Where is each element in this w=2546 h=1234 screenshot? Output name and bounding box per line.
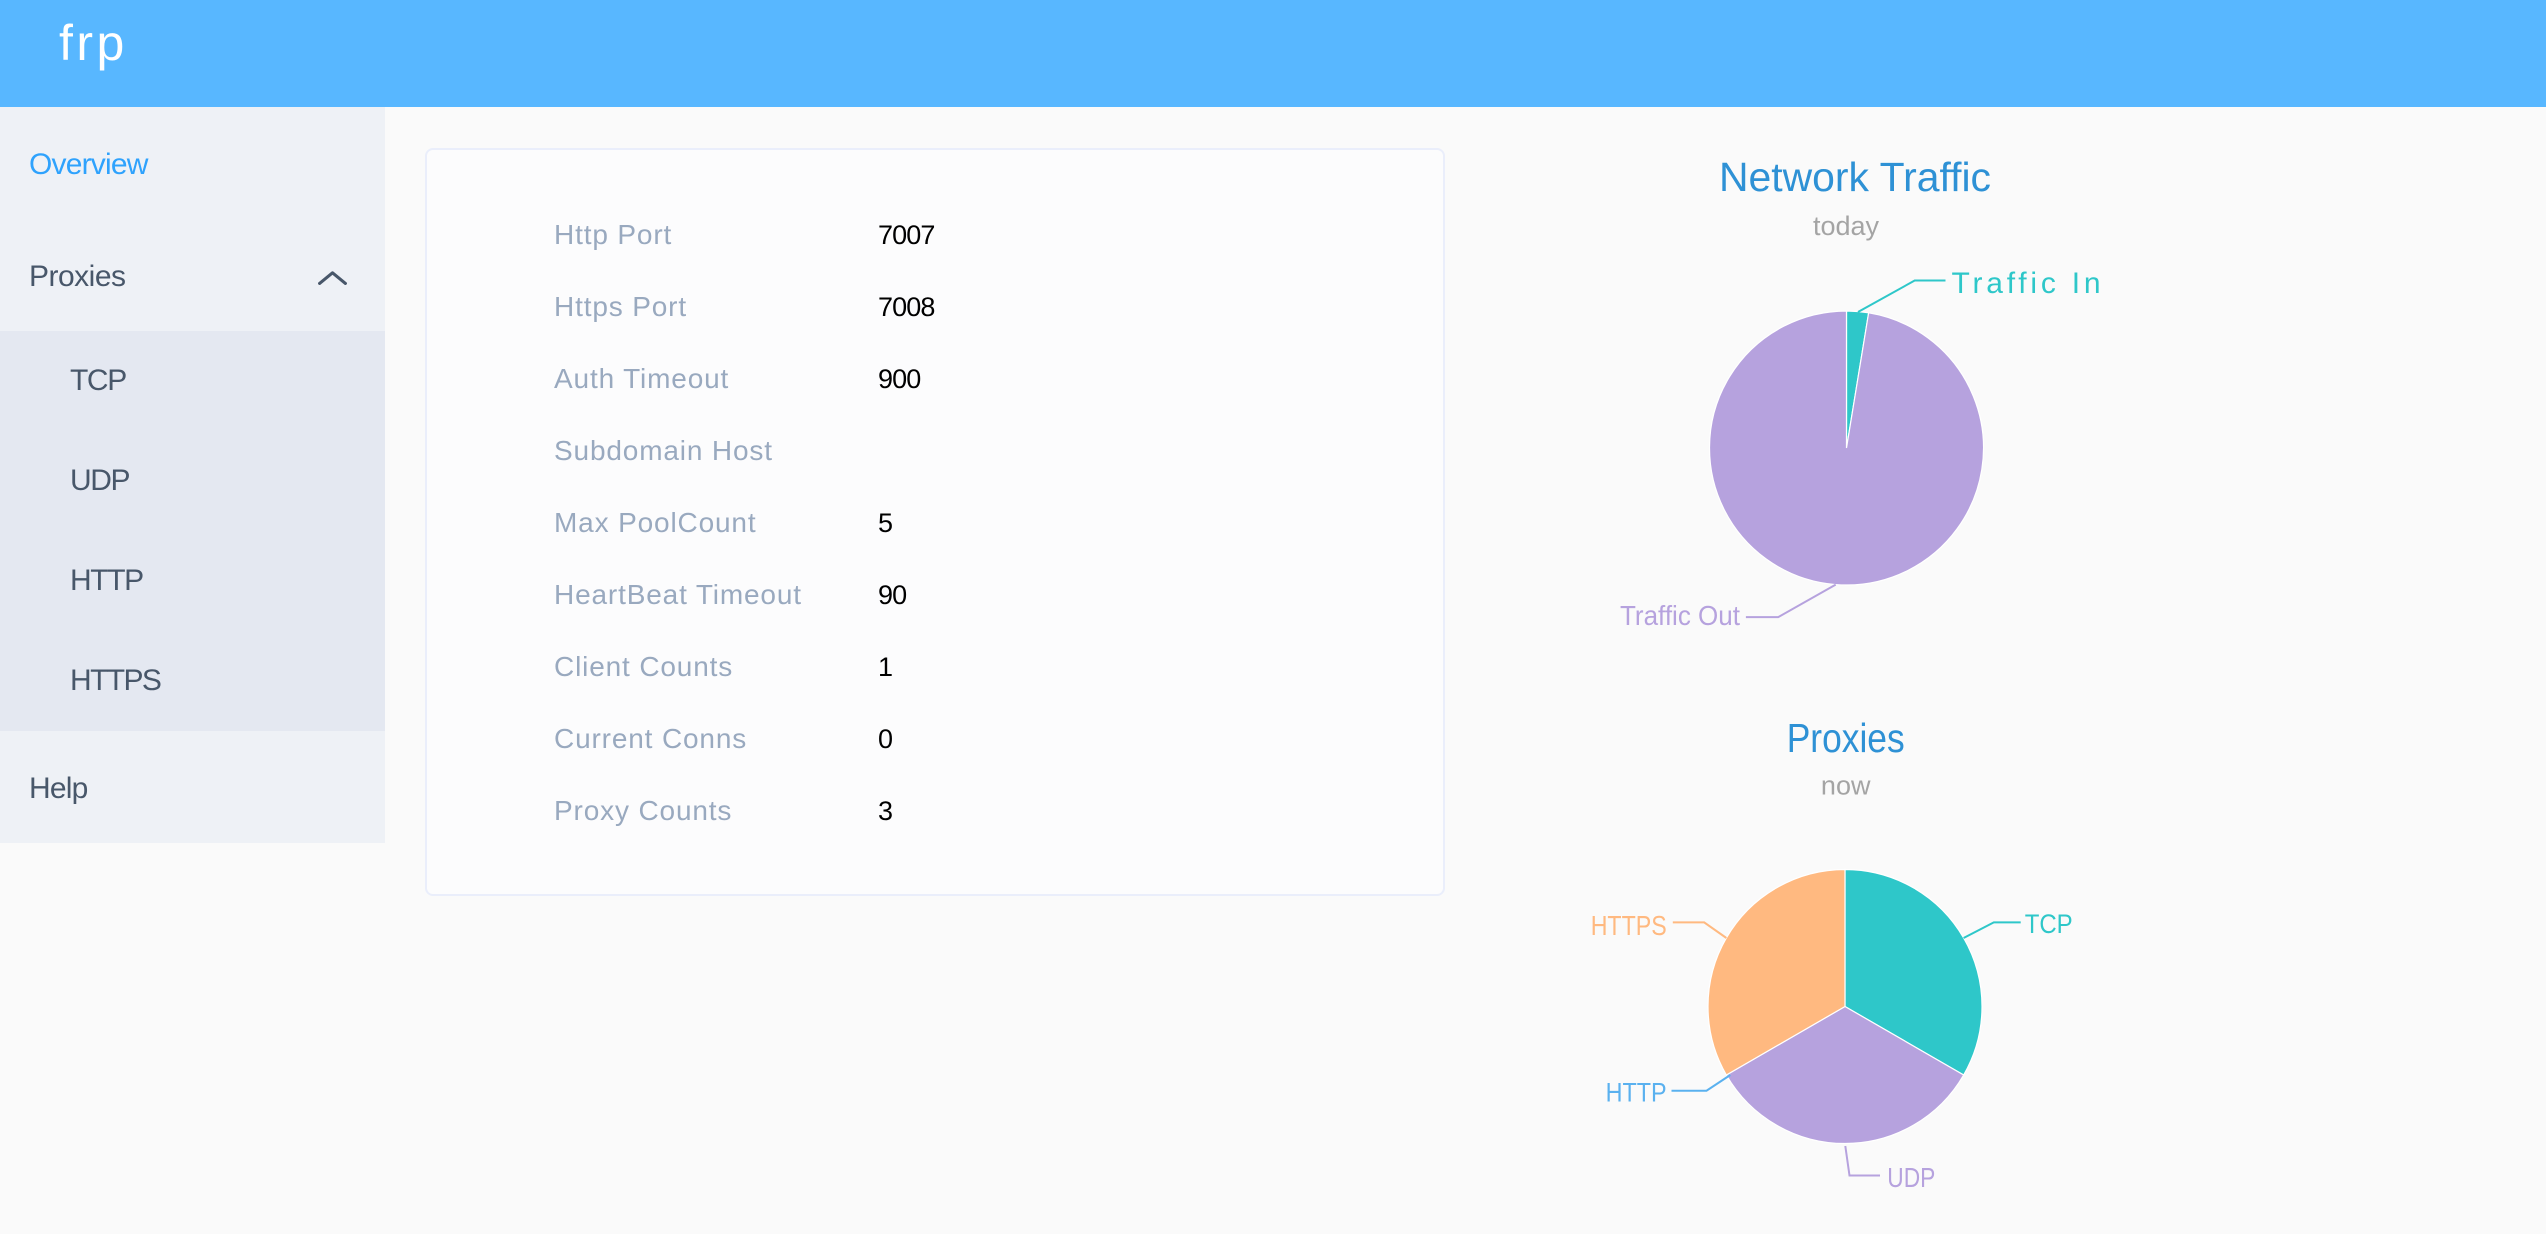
svg-text:today: today: [1813, 211, 1880, 241]
svg-text:Traffic In: Traffic In: [1952, 267, 2101, 300]
svg-text:Traffic Out: Traffic Out: [1620, 600, 1740, 631]
svg-text:TCP: TCP: [2025, 909, 2073, 939]
svg-text:Network Traffic: Network Traffic: [1719, 154, 1991, 200]
svg-text:HTTP: HTTP: [1606, 1078, 1667, 1108]
svg-text:UDP: UDP: [1887, 1162, 1935, 1193]
svg-text:Proxies: Proxies: [1787, 715, 1905, 761]
svg-text:now: now: [1821, 771, 1871, 801]
svg-text:HTTPS: HTTPS: [1591, 910, 1667, 941]
